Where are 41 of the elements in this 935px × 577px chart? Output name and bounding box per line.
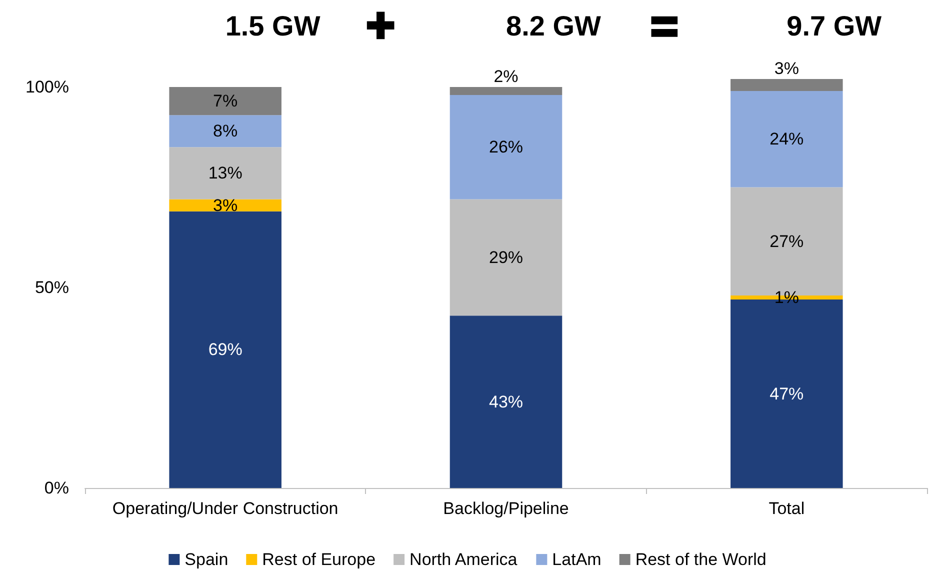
x-tick-label: Total xyxy=(768,499,805,518)
bar xyxy=(730,91,843,188)
data-label: 47% xyxy=(770,384,804,404)
text: 〓 xyxy=(646,6,682,46)
data-label: 26% xyxy=(488,138,524,157)
text: ✚ xyxy=(366,6,396,46)
bar xyxy=(730,79,843,92)
x-tick-label: Operating/Under Construction xyxy=(112,499,338,518)
y-tick-label: 0% xyxy=(44,478,69,498)
legend-label: North America xyxy=(410,550,518,569)
data-label: 69% xyxy=(208,340,242,360)
legend-label: Rest of Europe xyxy=(262,550,376,569)
bar xyxy=(450,199,562,316)
legend-label: LatAm xyxy=(552,550,602,569)
data-label: 1% xyxy=(774,288,799,308)
legend-label: Spain xyxy=(184,550,228,569)
data-label: 8% xyxy=(213,122,238,141)
bar xyxy=(169,87,282,116)
data-label: 3% xyxy=(213,196,238,215)
data-label: 13% xyxy=(208,164,242,183)
text: 9.7 GW xyxy=(786,10,882,42)
data-label: 43% xyxy=(488,392,524,412)
bar xyxy=(169,211,282,488)
data-label: 24% xyxy=(770,130,804,149)
data-label: 27% xyxy=(770,232,804,251)
data-label: 3% xyxy=(774,59,799,78)
x-tick-label: Backlog/Pipeline xyxy=(443,499,569,518)
data-label: 2% xyxy=(494,67,518,86)
bar xyxy=(450,95,562,200)
bar xyxy=(169,147,282,200)
bar xyxy=(450,87,562,96)
bar xyxy=(169,115,282,148)
text: 8.2 GW xyxy=(506,10,602,42)
text: 1.5 GW xyxy=(225,10,321,42)
bar xyxy=(450,316,562,488)
bar xyxy=(169,199,282,212)
data-label: 7% xyxy=(213,92,238,111)
data-label: 29% xyxy=(488,248,524,267)
y-tick-label: 100% xyxy=(26,78,69,97)
y-tick-label: 50% xyxy=(34,278,69,298)
legend-label: Rest of the World xyxy=(635,550,766,569)
